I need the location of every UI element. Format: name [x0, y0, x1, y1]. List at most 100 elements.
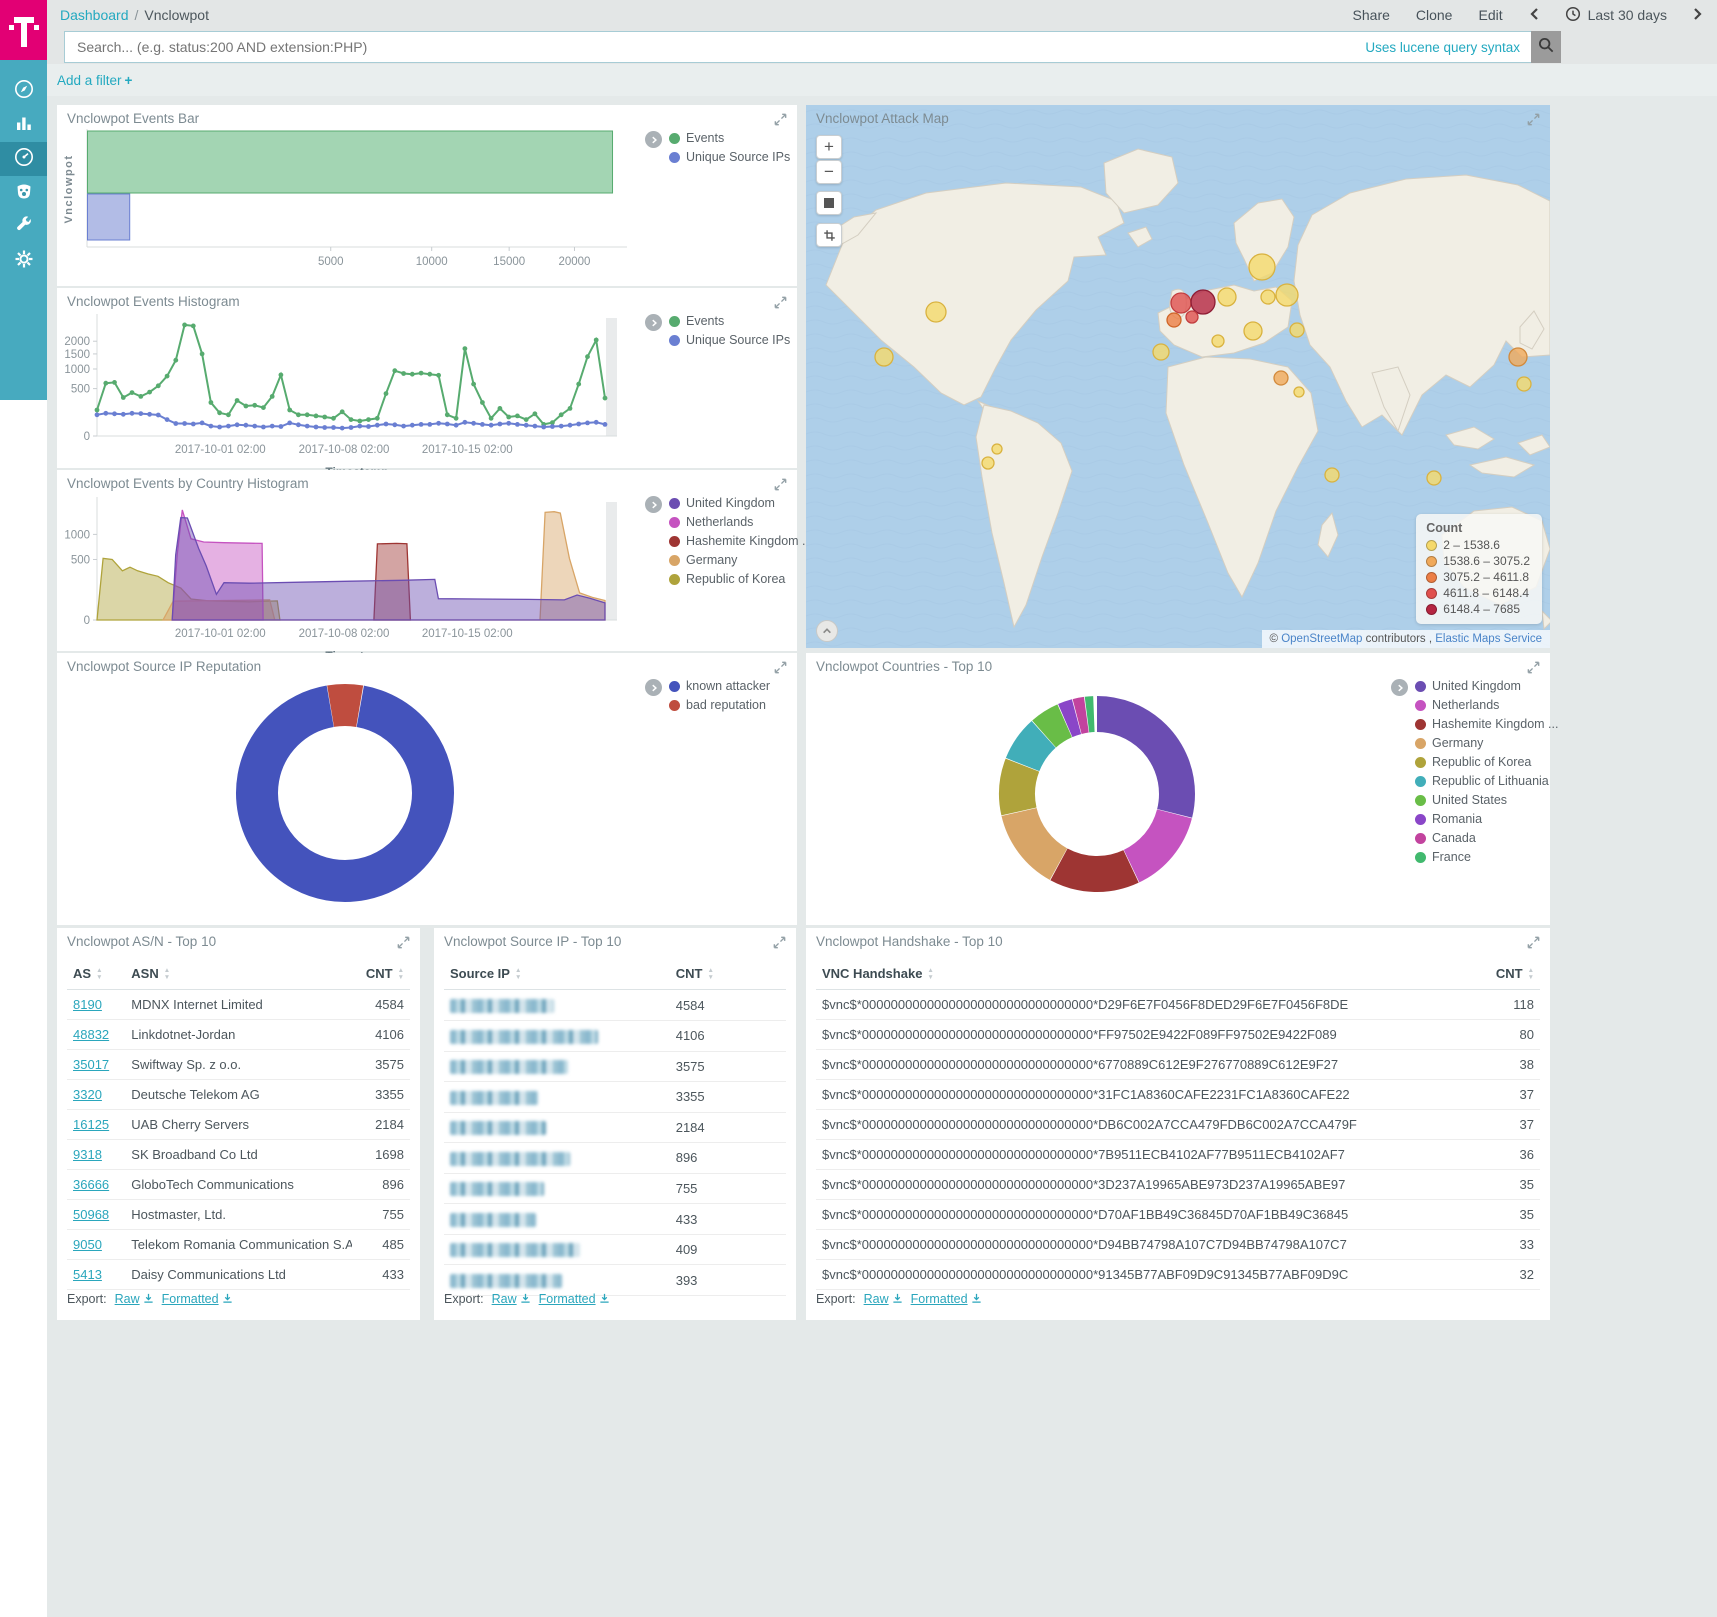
data-point[interactable]: [278, 424, 284, 429]
as-number-link[interactable]: 3320: [73, 1087, 102, 1103]
attack-marker[interactable]: [874, 347, 894, 367]
data-point[interactable]: [383, 421, 389, 427]
data-point[interactable]: [506, 420, 512, 426]
as-number-link[interactable]: 35017: [73, 1057, 110, 1073]
data-point[interactable]: [444, 421, 450, 427]
data-point[interactable]: [567, 406, 573, 411]
data-point[interactable]: [392, 368, 398, 374]
sort-icon[interactable]: ▲ ▼: [1527, 966, 1534, 981]
expand-icon[interactable]: [1526, 935, 1542, 951]
map-draw-rect-button[interactable]: [816, 223, 842, 247]
sort-icon[interactable]: ▲ ▼: [397, 966, 404, 981]
data-point[interactable]: [453, 415, 459, 421]
donut-slice[interactable]: [999, 696, 1195, 892]
data-point[interactable]: [462, 419, 468, 425]
sort-icon[interactable]: ▲ ▼: [96, 966, 103, 981]
data-point[interactable]: [217, 410, 223, 416]
sort-icon[interactable]: ▲ ▼: [707, 966, 714, 981]
legend-item[interactable]: United Kingdom: [1415, 679, 1558, 693]
data-point[interactable]: [261, 405, 266, 410]
legend-item[interactable]: Events: [669, 314, 790, 328]
elastic-maps-link[interactable]: Elastic Maps Service: [1435, 633, 1542, 645]
data-point[interactable]: [515, 413, 520, 419]
data-point[interactable]: [129, 390, 135, 395]
legend-toggle-icon[interactable]: [645, 131, 662, 148]
attack-marker[interactable]: [925, 301, 947, 323]
data-point[interactable]: [497, 406, 503, 411]
export-raw-link[interactable]: Raw: [492, 1292, 531, 1306]
data-point[interactable]: [374, 422, 380, 428]
data-point[interactable]: [313, 424, 319, 430]
clone-button[interactable]: Clone: [1415, 7, 1453, 23]
data-point[interactable]: [322, 414, 328, 420]
legend-toggle-icon[interactable]: [645, 314, 662, 331]
as-number-link[interactable]: 16125: [73, 1117, 110, 1133]
data-point[interactable]: [261, 424, 266, 430]
attack-marker[interactable]: [1289, 322, 1305, 338]
data-point[interactable]: [348, 425, 354, 430]
share-button[interactable]: Share: [1352, 7, 1390, 23]
data-point[interactable]: [287, 420, 293, 426]
data-point[interactable]: [331, 425, 336, 430]
legend-item[interactable]: Unique Source IPs: [669, 150, 790, 164]
time-forward-button[interactable]: [1693, 7, 1703, 24]
data-point[interactable]: [523, 417, 529, 422]
data-point[interactable]: [243, 403, 249, 409]
data-point[interactable]: [436, 420, 441, 426]
attack-marker[interactable]: [1260, 289, 1276, 305]
data-point[interactable]: [444, 412, 450, 418]
data-point[interactable]: [164, 417, 170, 422]
expand-icon[interactable]: [772, 935, 788, 951]
data-point[interactable]: [366, 417, 371, 422]
data-point[interactable]: [147, 411, 152, 417]
unique-ips-bar[interactable]: [87, 193, 131, 241]
data-point[interactable]: [488, 422, 494, 428]
data-point[interactable]: [383, 391, 389, 396]
data-point[interactable]: [339, 409, 345, 415]
data-point[interactable]: [401, 371, 406, 376]
data-point[interactable]: [532, 411, 538, 417]
legend-item[interactable]: Hashemite Kingdom ...: [1415, 717, 1558, 731]
data-point[interactable]: [217, 424, 223, 430]
data-point[interactable]: [199, 351, 205, 357]
map-attribution-toggle[interactable]: [816, 620, 838, 642]
expand-icon[interactable]: [773, 660, 789, 676]
map-zoom-out-button[interactable]: −: [816, 160, 842, 184]
data-point[interactable]: [296, 422, 301, 428]
map-fit-button[interactable]: [816, 191, 842, 215]
export-formatted-link[interactable]: Formatted: [162, 1292, 233, 1306]
country-area[interactable]: [161, 511, 606, 621]
data-point[interactable]: [155, 412, 161, 418]
data-point[interactable]: [471, 381, 476, 387]
attack-marker[interactable]: [1217, 287, 1237, 307]
data-point[interactable]: [418, 422, 424, 427]
data-point[interactable]: [576, 421, 582, 427]
attack-marker[interactable]: [1273, 370, 1289, 386]
legend-item[interactable]: France: [1415, 850, 1558, 864]
data-point[interactable]: [208, 423, 214, 429]
as-number-link[interactable]: 50968: [73, 1207, 110, 1223]
legend-toggle-icon[interactable]: [645, 679, 662, 696]
data-point[interactable]: [226, 412, 231, 418]
data-point[interactable]: [269, 423, 275, 429]
donut-slice[interactable]: [999, 696, 1195, 892]
data-point[interactable]: [497, 421, 503, 427]
data-point[interactable]: [550, 420, 555, 425]
data-point[interactable]: [593, 419, 599, 425]
attack-marker[interactable]: [1211, 334, 1225, 348]
as-number-link[interactable]: 48832: [73, 1027, 110, 1043]
data-point[interactable]: [427, 422, 433, 427]
data-point[interactable]: [234, 398, 240, 403]
data-point[interactable]: [348, 417, 354, 422]
data-point[interactable]: [453, 422, 459, 428]
export-raw-link[interactable]: Raw: [115, 1292, 154, 1306]
data-point[interactable]: [278, 372, 284, 378]
telekom-logo[interactable]: [0, 0, 47, 60]
data-point[interactable]: [462, 346, 468, 351]
expand-icon[interactable]: [773, 477, 789, 493]
expand-icon[interactable]: [773, 295, 789, 311]
attack-marker[interactable]: [981, 456, 995, 470]
legend-item[interactable]: Netherlands: [1415, 698, 1558, 712]
attack-marker[interactable]: [1152, 343, 1170, 361]
events-bar[interactable]: [87, 130, 614, 194]
